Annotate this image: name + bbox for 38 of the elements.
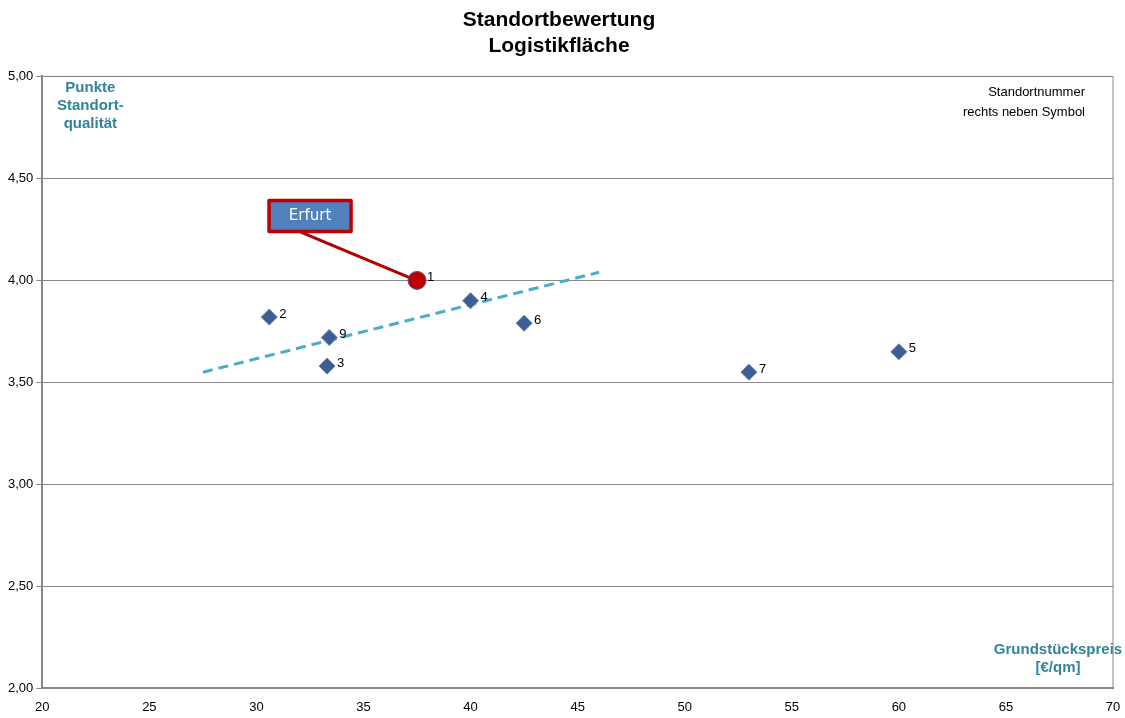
annotation: 2 bbox=[279, 305, 287, 321]
x-tick-label: 45 bbox=[570, 698, 585, 714]
point bbox=[318, 357, 336, 375]
annotation: 1 bbox=[427, 268, 435, 284]
annotation: 5 bbox=[908, 340, 917, 356]
x-tick-label: 30 bbox=[249, 698, 264, 714]
chart-title: Standortbewertung Logistikfläche bbox=[462, 7, 656, 56]
point bbox=[515, 314, 533, 332]
x-tick-label: 65 bbox=[998, 698, 1014, 714]
x-tick-label: 35 bbox=[356, 698, 371, 714]
point bbox=[320, 329, 338, 347]
x-tick-label: 70 bbox=[1105, 698, 1121, 714]
y-tick-label: 2,00 bbox=[7, 679, 34, 695]
annotation: 6 bbox=[534, 311, 542, 327]
y-tick-label: 3,50 bbox=[7, 373, 34, 389]
x-tick-label: 60 bbox=[891, 698, 907, 714]
y-tick-label: 4,00 bbox=[7, 271, 34, 287]
y-tick-label: 5,00 bbox=[7, 67, 34, 83]
x-axis-title: Grundstückspreis [€/qm] bbox=[993, 640, 1123, 676]
point bbox=[890, 343, 908, 361]
y-axis-title: Punkte Standort- qualität bbox=[56, 78, 124, 132]
point bbox=[740, 363, 758, 381]
x-tick-label: 40 bbox=[463, 698, 478, 714]
x-tick-label: 20 bbox=[35, 698, 50, 714]
point bbox=[407, 270, 427, 290]
annotation: Erfurt bbox=[288, 205, 332, 224]
y-tick-label: 3,00 bbox=[7, 475, 34, 491]
annotation: 9 bbox=[339, 326, 347, 342]
annotation: 7 bbox=[758, 360, 767, 376]
y-tick-label: 2,50 bbox=[7, 577, 34, 593]
y-tick-label: 4,50 bbox=[7, 169, 34, 185]
x-tick-label: 25 bbox=[142, 698, 157, 714]
point bbox=[462, 292, 480, 310]
annotation: 3 bbox=[337, 354, 345, 370]
x-tick-label: 55 bbox=[784, 698, 800, 714]
point bbox=[260, 308, 278, 326]
x-tick-label: 50 bbox=[677, 698, 692, 714]
annotation: Standortnummer rechts neben Symbol bbox=[962, 84, 1086, 120]
